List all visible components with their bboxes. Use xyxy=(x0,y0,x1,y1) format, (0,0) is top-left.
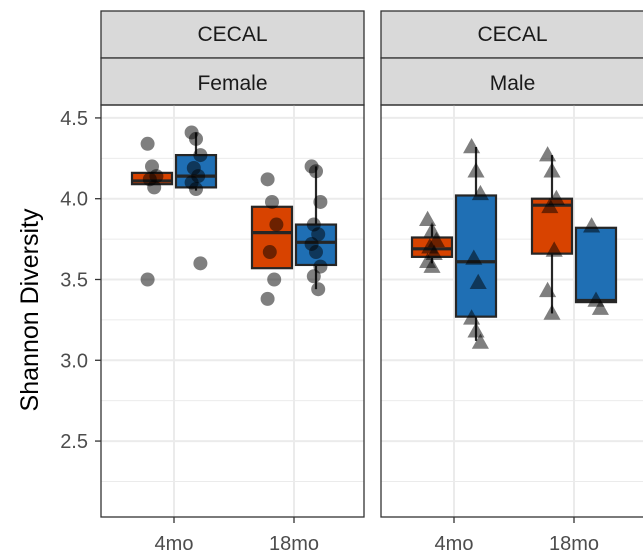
facet-strip-bottom xyxy=(380,57,643,106)
y-tick-label: 4.0 xyxy=(60,189,88,211)
data-point xyxy=(591,299,609,315)
facet-strip-bottom-label: Female xyxy=(197,72,267,95)
x-tick-label: 4mo xyxy=(155,533,194,553)
facet-strip-top-label: CECAL xyxy=(197,23,267,46)
data-point xyxy=(189,131,203,146)
y-tick-label: 3.0 xyxy=(60,350,88,372)
x-tick-label: 4mo xyxy=(435,533,474,553)
data-point xyxy=(467,322,485,338)
data-point xyxy=(193,256,208,271)
facet-strip-top-label: CECAL xyxy=(477,23,547,46)
data-point xyxy=(463,309,481,325)
box-18mo-orange xyxy=(250,172,294,306)
data-point xyxy=(425,244,443,260)
data-point xyxy=(471,333,489,349)
data-point xyxy=(469,273,487,290)
data-point xyxy=(547,189,565,206)
data-point xyxy=(539,146,557,162)
data-point xyxy=(583,217,601,233)
box-4mo-orange xyxy=(410,210,454,273)
plot-area xyxy=(101,105,364,517)
data-point xyxy=(262,245,277,260)
panel-border xyxy=(100,104,365,518)
data-point xyxy=(423,257,441,273)
data-point xyxy=(543,162,561,178)
data-point xyxy=(140,136,155,151)
y-axis: 2.5 3.0 3.5 4.0 4.5 xyxy=(60,108,101,453)
box-iqr xyxy=(574,226,618,304)
data-point xyxy=(471,184,489,201)
box-4mo-blue xyxy=(174,125,218,271)
panel-border xyxy=(380,104,643,518)
facet-strip-top xyxy=(100,10,365,59)
data-point xyxy=(543,304,561,320)
facet-strip-top xyxy=(380,10,643,59)
facet-strip-bottom-label: Male xyxy=(490,72,536,95)
data-point xyxy=(260,172,275,187)
data-point xyxy=(309,164,323,179)
facet-panels: CECAL Female 4mo 18mo CECAL Male 4mo 18mo xyxy=(100,10,643,553)
data-point xyxy=(463,138,481,154)
data-point xyxy=(539,281,557,298)
data-point xyxy=(269,217,284,232)
facet-panel-male: CECAL Male 4mo 18mo xyxy=(380,10,643,553)
data-point xyxy=(545,241,563,257)
y-axis-label: Shannon Diversity xyxy=(16,208,44,411)
data-point xyxy=(267,272,282,287)
data-point xyxy=(147,180,162,195)
y-tick-label: 3.5 xyxy=(60,269,88,291)
data-point xyxy=(465,249,483,265)
data-point xyxy=(306,269,321,284)
data-point xyxy=(309,245,323,260)
box-4mo-blue xyxy=(454,138,498,349)
plot-area xyxy=(381,105,643,517)
box-iqr xyxy=(250,205,294,270)
data-point xyxy=(467,162,485,178)
data-point xyxy=(541,197,559,214)
box-18mo-orange xyxy=(530,146,574,320)
x-tick-label: 18mo xyxy=(269,533,319,553)
data-point xyxy=(189,182,203,197)
y-tick-label: 4.5 xyxy=(60,108,88,130)
box-18mo-blue xyxy=(294,159,338,297)
data-point xyxy=(193,148,208,163)
data-point xyxy=(260,291,275,306)
data-point xyxy=(313,194,328,209)
data-point xyxy=(140,272,155,287)
box-4mo-orange xyxy=(130,136,174,287)
facet-panel-female: CECAL Female 4mo 18mo xyxy=(100,10,365,553)
data-point xyxy=(419,210,437,227)
data-point xyxy=(311,282,326,297)
data-point xyxy=(265,194,279,209)
y-tick-label: 2.5 xyxy=(60,431,88,453)
box-18mo-blue xyxy=(574,217,618,315)
x-tick-label: 18mo xyxy=(549,533,599,553)
